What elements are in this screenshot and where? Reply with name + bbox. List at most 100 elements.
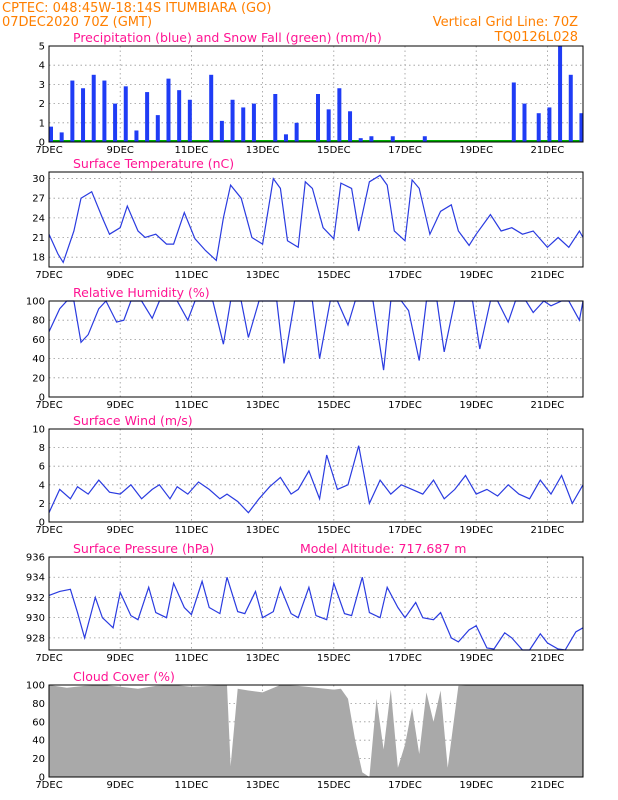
precip-bar [177,90,182,142]
panel-frame-0 [48,45,584,143]
header-code: TQ0126L028 [494,30,578,45]
precip-bar [294,122,299,142]
y-tick-label: 1 [39,118,45,129]
y-tick-label: 100 [26,297,45,308]
precip-bar [166,78,171,142]
y-tick-label: 8 [39,443,45,454]
precip-bar [59,132,64,142]
panel-frame-2 [48,300,584,398]
precip-bar [579,113,584,142]
x-tick-label: 13DEC [246,653,280,664]
precip-bar [187,99,192,142]
precip-bar [241,107,246,142]
precip-bar [219,120,224,142]
y-tick-label: 0 [39,393,45,404]
y-tick-label: 6 [39,462,45,473]
y-tick-label: 100 [26,681,45,692]
y-tick-label: 2 [39,99,45,110]
precip-bar [390,136,395,142]
x-tick-label: 17DEC [388,145,422,156]
precip-bar [511,82,516,142]
y-tick-label: 4 [39,480,45,491]
precip-bar [81,88,86,142]
x-tick-label: 13DEC [246,145,280,156]
x-tick-label: 7DEC [35,525,62,536]
precip-bar [369,136,374,142]
y-tick-label: 932 [26,593,45,604]
y-tick-label: 60 [32,717,45,728]
y-tick-label: 928 [26,633,45,644]
series-line-2 [48,299,584,371]
y-tick-label: 80 [32,316,45,327]
x-tick-label: 19DEC [459,780,493,791]
x-tick-label: 9DEC [107,780,134,791]
x-tick-label: 15DEC [317,653,351,664]
y-tick-label: 20 [32,754,45,765]
x-tick-label: 9DEC [107,653,134,664]
y-tick-label: 40 [32,354,45,365]
precip-bar [283,134,288,142]
x-tick-label: 9DEC [107,145,134,156]
y-tick-label: 5 [39,42,45,53]
x-tick-label: 11DEC [175,780,209,791]
precip-bar [251,103,256,142]
header-station: CPTEC: 048:45W-18:14S ITUMBIARA (GO) [2,1,271,16]
x-tick-label: 7DEC [35,400,62,411]
y-tick-label: 2 [39,499,45,510]
y-tick-label: 934 [26,573,45,584]
series-line-4 [48,577,584,651]
y-tick-label: 930 [26,613,45,624]
x-tick-label: 19DEC [459,653,493,664]
x-tick-label: 21DEC [531,780,565,791]
precip-bar [558,46,563,142]
x-tick-label: 19DEC [459,145,493,156]
x-tick-label: 15DEC [317,525,351,536]
x-tick-label: 11DEC [175,400,209,411]
x-tick-label: 7DEC [35,780,62,791]
x-tick-label: 11DEC [175,653,209,664]
cloud-area [49,685,583,777]
x-tick-label: 13DEC [246,400,280,411]
panel-title-4: Surface Pressure (hPa) [73,541,214,556]
panel-frame-3 [48,428,584,523]
precip-bar [145,92,150,142]
x-tick-label: 9DEC [107,400,134,411]
y-tick-label: 936 [26,553,45,564]
precip-bar [326,109,331,142]
precip-bar [155,115,160,142]
precip-bar [91,74,96,142]
y-tick-label: 18 [32,253,45,264]
y-tick-label: 0 [39,518,45,529]
y-tick-label: 10 [32,425,45,436]
y-tick-label: 27 [32,194,45,205]
series-line-3 [48,445,584,514]
x-tick-label: 7DEC [35,270,62,281]
x-tick-label: 17DEC [388,780,422,791]
x-tick-label: 11DEC [175,525,209,536]
x-tick-label: 9DEC [107,525,134,536]
precip-bar [316,94,320,142]
x-tick-label: 9DEC [107,270,134,281]
x-tick-label: 11DEC [175,270,209,281]
x-tick-label: 7DEC [35,145,62,156]
x-tick-label: 21DEC [531,525,565,536]
x-tick-label: 21DEC [531,400,565,411]
panel-annotation-4: Model Altitude: 717.687 m [300,541,466,556]
precip-bar [358,138,363,142]
panel-title-3: Surface Wind (m/s) [73,413,193,428]
y-tick-label: 24 [32,213,45,224]
x-tick-label: 17DEC [388,270,422,281]
precip-bar [273,94,278,142]
y-tick-label: 0 [39,773,45,784]
x-tick-label: 13DEC [246,780,280,791]
x-tick-label: 15DEC [317,780,351,791]
x-tick-label: 19DEC [459,525,493,536]
panel-frame-1 [48,171,584,268]
y-tick-label: 21 [32,233,45,244]
y-tick-label: 60 [32,335,45,346]
panel-title-2: Relative Humidity (%) [73,285,210,300]
x-tick-label: 15DEC [317,400,351,411]
precip-bar [422,136,427,142]
precip-bar [49,126,53,142]
precip-bar [113,103,118,142]
